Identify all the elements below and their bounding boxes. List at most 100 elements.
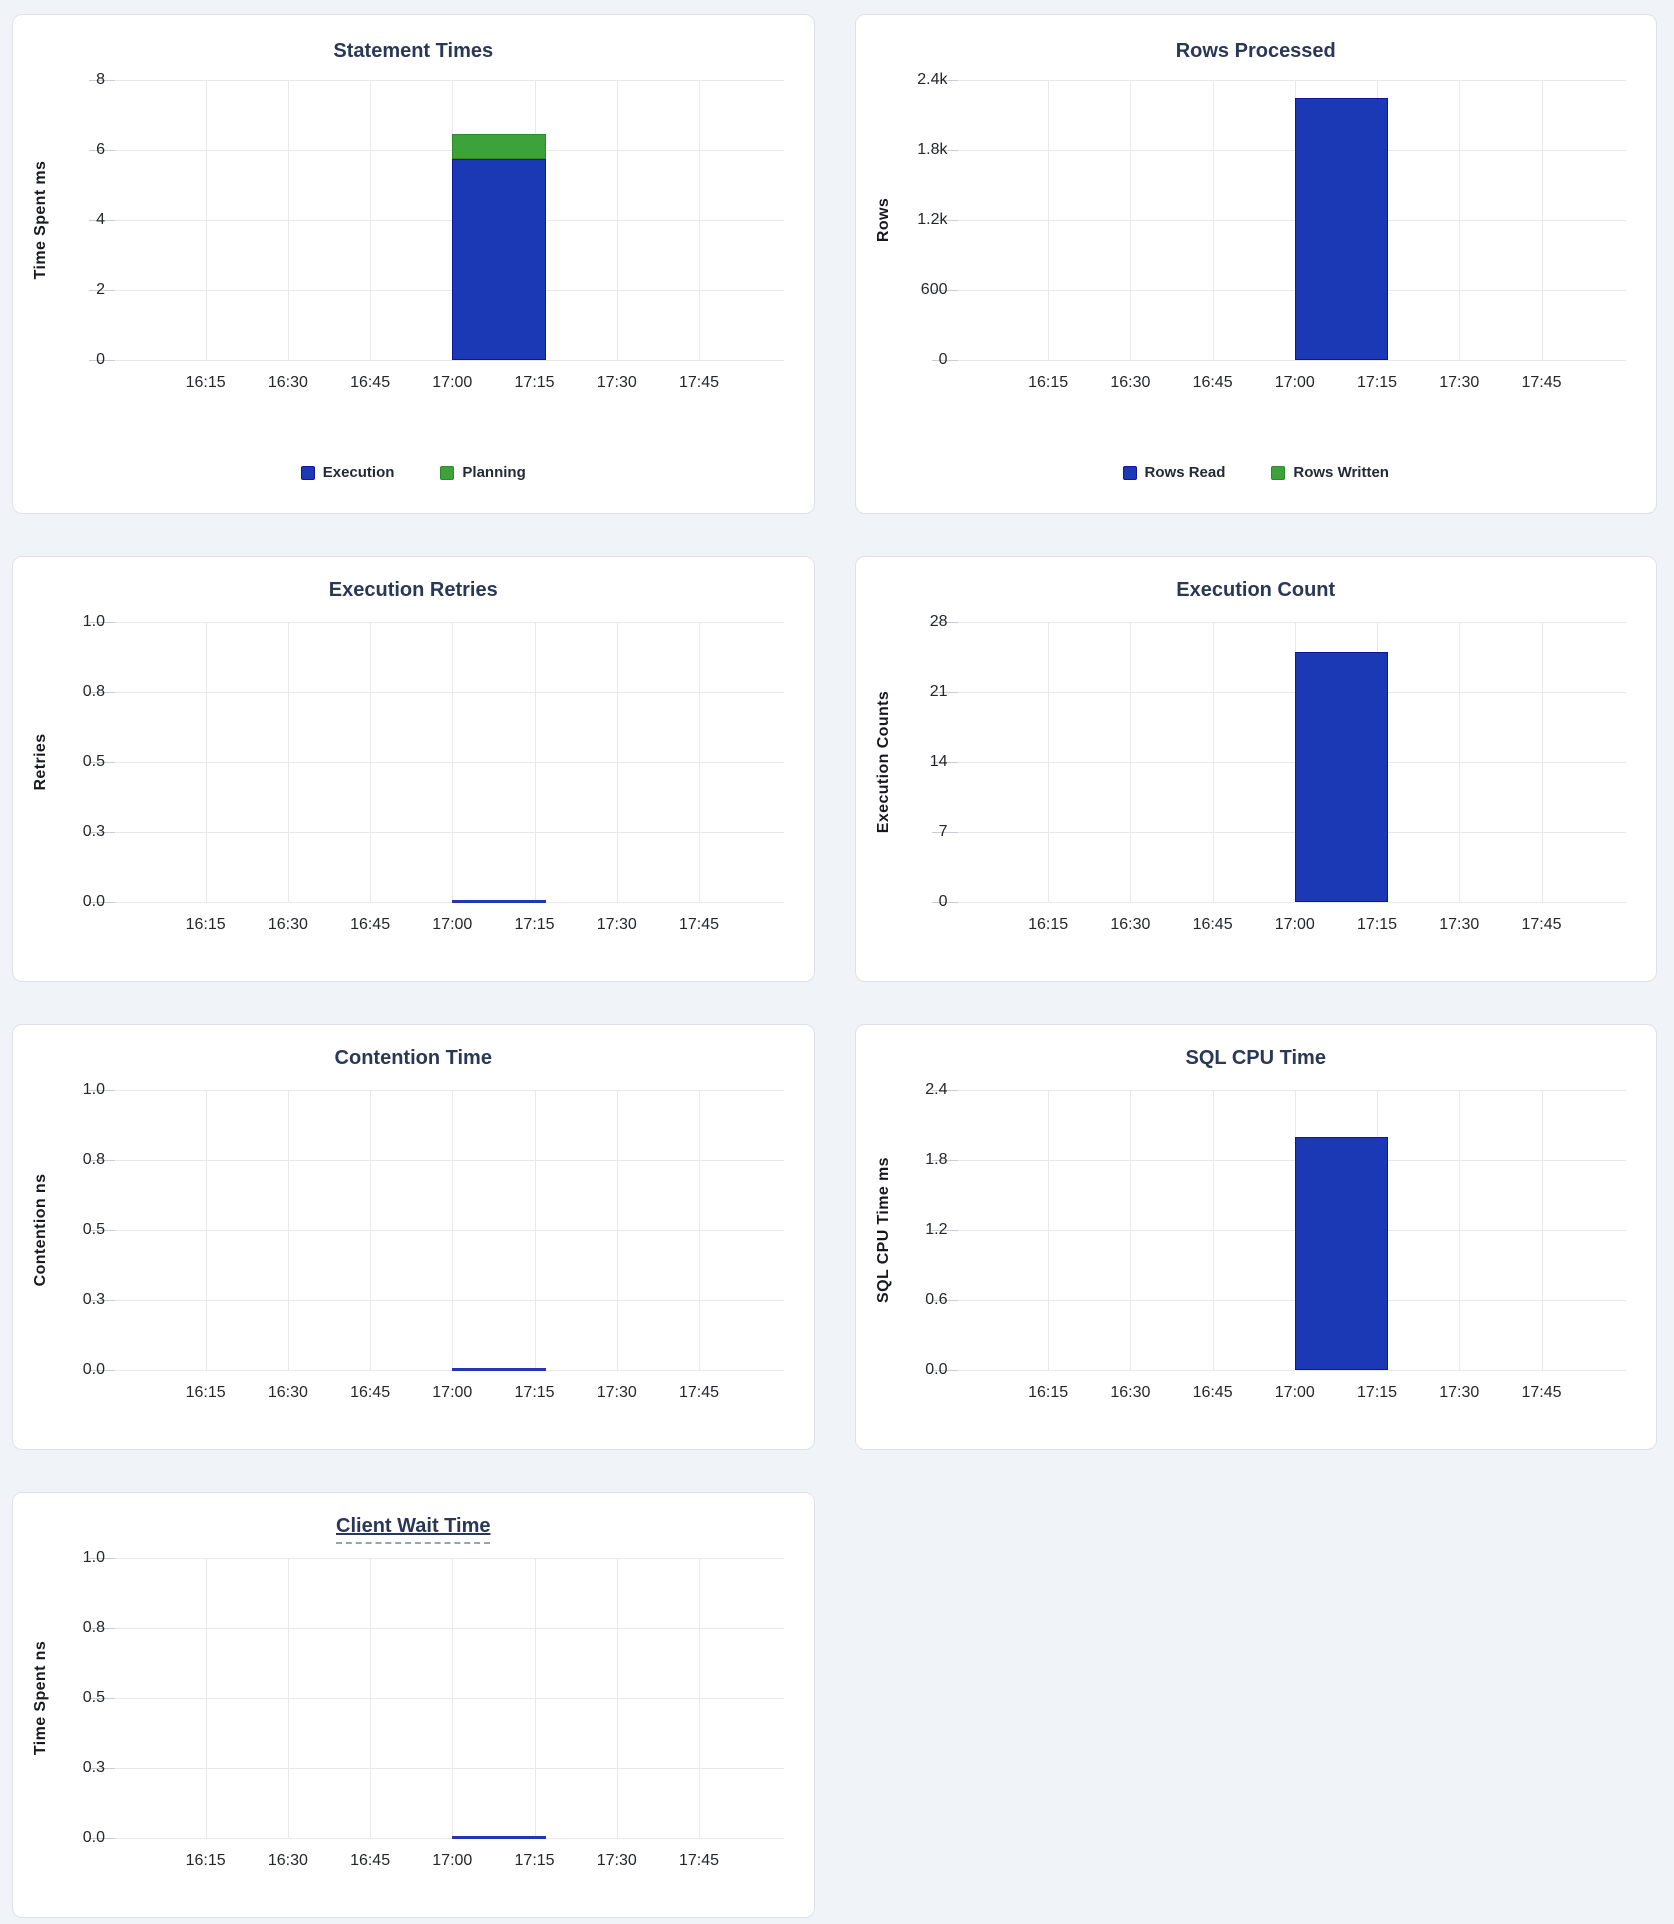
- zero-value-line: [452, 900, 546, 903]
- y-tick-label: 14: [929, 753, 948, 770]
- y-tick-label: 0.5: [82, 1221, 105, 1238]
- v-gridline: [534, 622, 536, 902]
- h-gridline: [957, 1230, 1626, 1231]
- y-axis-title: Execution Counts: [874, 690, 892, 834]
- x-tick-label: 17:30: [1439, 374, 1480, 391]
- y-axis-tick: [89, 80, 115, 81]
- bar-segment-rows-read: [1294, 97, 1388, 360]
- y-tick-label: 1.2: [925, 1221, 948, 1238]
- x-tick-label: 16:30: [267, 916, 308, 933]
- legend-swatch-icon: [300, 465, 315, 480]
- v-gridline: [205, 80, 207, 360]
- y-tick-label: 600: [920, 281, 948, 298]
- x-tick-label: 17:00: [432, 916, 473, 933]
- legend-item-rows-read[interactable]: Rows Read: [1122, 464, 1225, 481]
- chart-title: Client Wait Time: [13, 1493, 814, 1544]
- h-gridline: [115, 622, 784, 623]
- x-tick-label: 17:45: [678, 374, 720, 391]
- y-axis-title: Contention ns: [32, 1173, 49, 1287]
- v-gridline: [287, 622, 289, 902]
- legend-label: Planning: [462, 464, 526, 481]
- x-tick-label: 16:30: [1110, 1384, 1151, 1401]
- zero-value-line: [452, 1368, 546, 1371]
- legend-item-execution[interactable]: Execution: [300, 464, 395, 481]
- v-gridline: [452, 622, 454, 902]
- x-tick-label: 17:15: [514, 916, 555, 933]
- h-gridline: [957, 622, 1626, 623]
- h-gridline: [957, 360, 1626, 361]
- legend-item-planning[interactable]: Planning: [440, 464, 526, 481]
- y-axis-tick: [89, 290, 115, 291]
- y-tick-label: 0.5: [82, 753, 105, 770]
- v-gridline: [616, 1558, 618, 1838]
- y-tick-label: 0.6: [925, 1291, 948, 1308]
- v-gridline: [616, 622, 618, 902]
- x-tick-label: 16:45: [1192, 1384, 1233, 1401]
- plot-area[interactable]: 0.0 0.3 0.5 0.8 1.0 16:15 16:30 16:45 17:00 17:15…: [83, 1549, 784, 1869]
- h-gridline: [115, 360, 784, 361]
- legend-item-rows-written[interactable]: Rows Written: [1271, 464, 1389, 481]
- v-gridline: [1212, 622, 1214, 902]
- v-gridline: [205, 622, 207, 902]
- x-tick-label: 16:15: [1028, 374, 1069, 391]
- plot-area[interactable]: 0 2 4 6 8 16:15 16:30 16:45 17:00 17:15 17:30 17:45: [89, 71, 784, 391]
- y-axis-tick: [931, 1160, 958, 1161]
- y-tick-label: 0: [938, 351, 948, 368]
- y-axis-tick: [931, 1370, 958, 1371]
- h-gridline: [115, 80, 784, 81]
- v-gridline: [287, 1558, 289, 1838]
- y-tick-label: 6: [96, 141, 105, 158]
- v-gridline: [1048, 1090, 1050, 1370]
- legend-swatch-icon: [1122, 465, 1137, 480]
- chart-title: Execution Count: [1176, 579, 1336, 601]
- plot-area[interactable]: 0.0 0.3 0.5 0.8 1.0 16:15 16:30 16:45 17:00 17:15…: [83, 1081, 784, 1401]
- v-gridline: [452, 1558, 454, 1838]
- plot-area[interactable]: 0 7 14 21 28 16:15 16:30 16:45 17:00 17:15 17:30 17…: [930, 613, 1626, 933]
- h-gridline: [957, 832, 1626, 833]
- x-tick-label: 17:15: [1357, 1384, 1398, 1401]
- y-axis-tick: [931, 1300, 958, 1301]
- v-gridline: [534, 1090, 536, 1370]
- v-gridline: [287, 80, 289, 360]
- plot-area[interactable]: 0 600 1.2k 1.8k 2.4k 16:15 16:30 16:45 17:00 17:1…: [917, 71, 1626, 391]
- y-axis-tick: [931, 902, 958, 903]
- y-axis-tick: [931, 80, 958, 81]
- y-axis-tick: [931, 1090, 958, 1091]
- y-axis-tick: [931, 832, 958, 833]
- y-axis-tick: [931, 1230, 958, 1231]
- y-axis-tick: [89, 1300, 115, 1301]
- h-gridline: [115, 1768, 784, 1769]
- y-axis-tick: [931, 290, 958, 291]
- h-gridline: [115, 692, 784, 693]
- h-gridline: [115, 1838, 784, 1839]
- y-tick-label: 1.0: [82, 613, 105, 630]
- y-tick-label: 1.8: [925, 1151, 948, 1168]
- h-gridline: [115, 762, 784, 763]
- plot-area[interactable]: 0.0 0.3 0.5 0.8 1.0 16:15 16:30 16:45 17:00 17:15…: [83, 613, 784, 933]
- v-gridline: [370, 622, 372, 902]
- x-tick-label: 16:30: [267, 1384, 308, 1401]
- y-tick-label: 0.8: [82, 683, 105, 700]
- chart-title-tooltip-link[interactable]: Client Wait Time: [336, 1515, 491, 1544]
- v-gridline: [1130, 80, 1132, 360]
- v-gridline: [205, 1558, 207, 1838]
- x-tick-label: 17:45: [678, 1384, 720, 1401]
- h-gridline: [115, 1628, 784, 1629]
- legend: Execution Planning: [13, 464, 814, 481]
- legend-label: Execution: [322, 464, 395, 481]
- y-axis-tick: [931, 360, 958, 361]
- v-gridline: [699, 1090, 700, 1370]
- x-tick-label: 17:00: [1274, 916, 1315, 933]
- chart-panel-rows-processed: Rows Processed Rows 0 600 1.2k 1.8k 2.4k 16:15 1…: [854, 14, 1657, 514]
- v-gridline: [699, 80, 700, 360]
- v-gridline: [699, 1558, 700, 1838]
- v-gridline: [616, 80, 618, 360]
- x-tick-label: 17:30: [1439, 1384, 1480, 1401]
- y-axis-tick: [89, 220, 115, 221]
- chart-panel-client-wait-time: Client Wait Time Time Spent ns 0.0 0.3 0.5 0.…: [12, 1492, 815, 1918]
- y-tick-label: 0.3: [82, 823, 105, 840]
- y-axis-tick: [89, 622, 115, 623]
- v-gridline: [1459, 80, 1461, 360]
- v-gridline: [699, 622, 700, 902]
- plot-area[interactable]: 0.0 0.6 1.2 1.8 2.4 16:15 16:30 16:45 17:00 17:15…: [925, 1081, 1626, 1401]
